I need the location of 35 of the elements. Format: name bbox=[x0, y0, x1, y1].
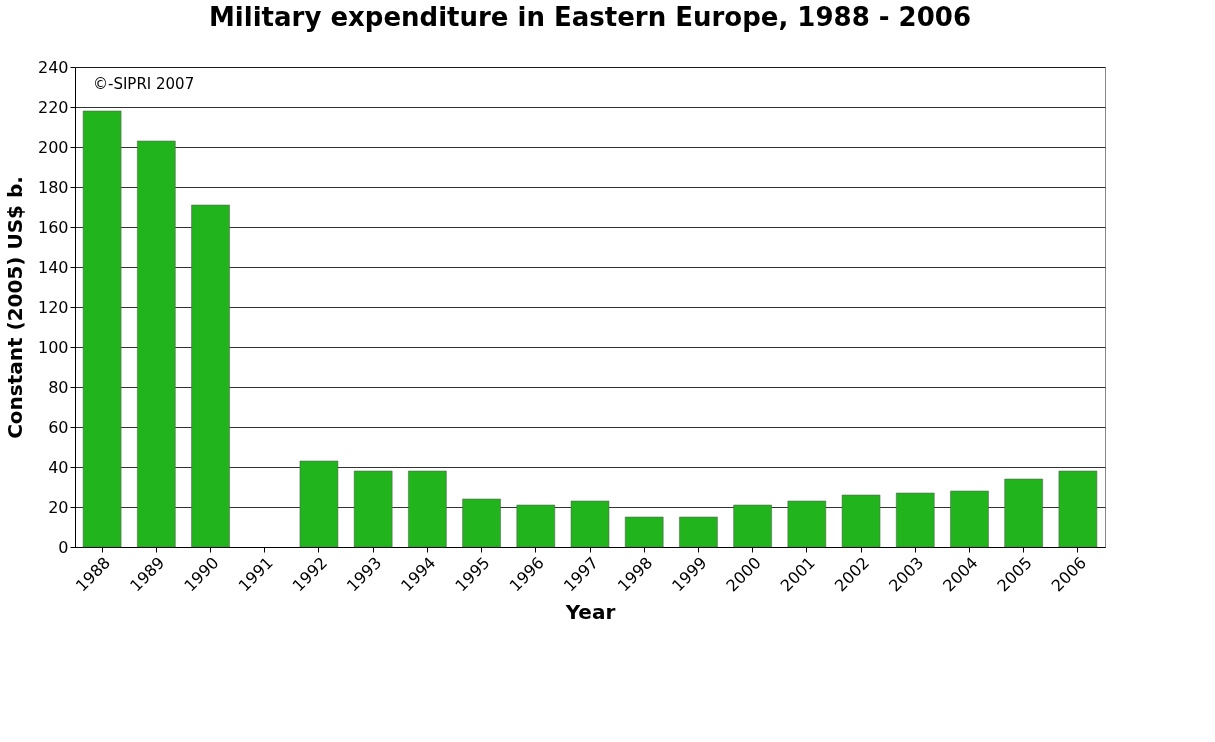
bar bbox=[624, 516, 664, 548]
bar bbox=[516, 504, 556, 548]
bar bbox=[733, 504, 772, 548]
bar bbox=[787, 500, 827, 548]
bar bbox=[191, 204, 230, 548]
bar bbox=[137, 140, 176, 548]
bar bbox=[679, 516, 718, 548]
bar bbox=[1058, 470, 1098, 548]
y-tick-label: 20 bbox=[48, 497, 69, 517]
y-axis-title: Constant (2005) US$ b. bbox=[2, 176, 27, 439]
bar bbox=[353, 470, 393, 548]
y-tick-label: 100 bbox=[37, 337, 69, 357]
bar bbox=[896, 492, 935, 548]
bar bbox=[462, 498, 501, 548]
annotation: ©-SIPRI 2007 bbox=[93, 75, 195, 93]
x-axis-title: Year bbox=[564, 599, 616, 624]
y-tick-label: 140 bbox=[37, 257, 69, 277]
y-tick-label: 80 bbox=[48, 377, 69, 397]
y-tick-label: 180 bbox=[37, 177, 69, 197]
y-tick-label: 200 bbox=[37, 137, 69, 157]
y-tick-label: 0 bbox=[58, 537, 69, 557]
y-tick-label: 60 bbox=[48, 417, 69, 437]
chart-title: Military expenditure in Eastern Europe, 1988 - 2006 bbox=[209, 2, 971, 32]
bar bbox=[82, 110, 122, 548]
y-tick-label: 220 bbox=[37, 97, 69, 117]
bar bbox=[408, 470, 447, 548]
bar bbox=[841, 494, 881, 548]
y-tick-label: 240 bbox=[37, 57, 69, 77]
y-tick-label: 40 bbox=[48, 457, 69, 477]
bar bbox=[299, 460, 339, 548]
y-tick-label: 120 bbox=[37, 297, 69, 317]
y-tick-label: 160 bbox=[37, 217, 69, 237]
bar bbox=[950, 490, 989, 548]
bar bbox=[1004, 478, 1043, 548]
bar bbox=[570, 500, 610, 548]
